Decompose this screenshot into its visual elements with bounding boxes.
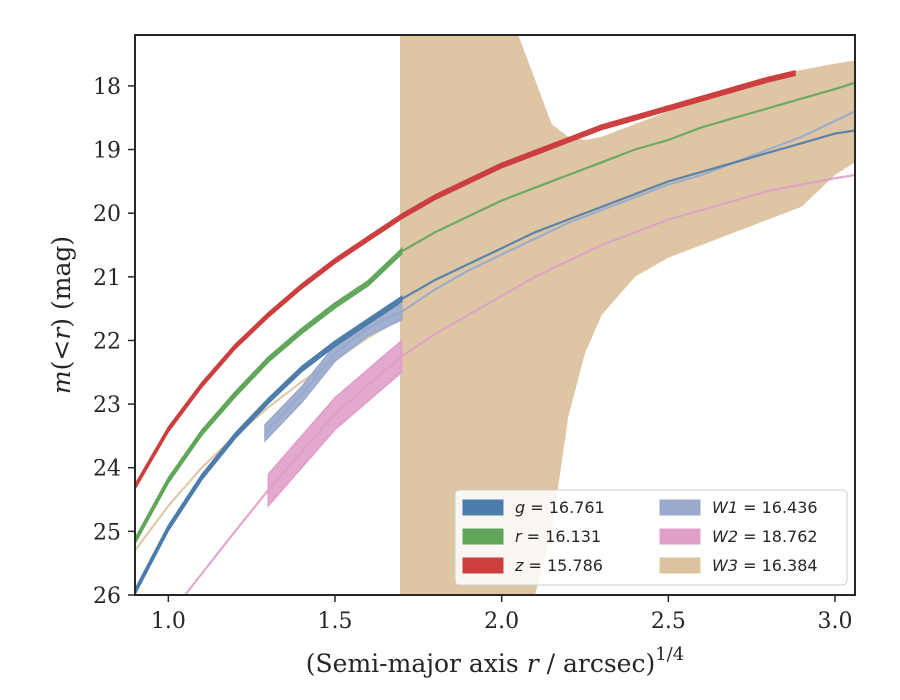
series-g [135,129,855,595]
legend-label-w1: W1 = 16.436 [712,498,818,517]
series-layer [135,35,855,595]
x-tick-label: 1.5 [318,609,353,634]
legend-label-z: z = 15.786 [514,556,603,575]
x-axis-label: (Semi-major axis r / arcsec)1/4 [306,644,684,678]
plot-frame [134,34,856,596]
legend-label-w2: W2 = 18.762 [712,527,818,546]
y-tick-label: 22 [93,329,121,354]
legend-swatch-g [462,499,504,516]
y-tick-label: 19 [93,139,121,164]
series-w3-line [135,116,855,552]
series-g-band [135,295,403,595]
series-z [135,70,796,491]
x-tick-label: 2.0 [484,609,519,634]
legend-swatch-w1 [659,499,701,516]
series-w1-band [264,302,403,443]
x-tick-label: 1.0 [151,609,186,634]
legend-label-g: g = 16.761 [515,498,605,517]
legend-swatch-z [462,557,504,574]
x-tick-label: 3.0 [818,609,853,634]
legend-box [454,489,848,586]
ticks-layer: 1.0 1.5 2.0 2.5 3.0 18 19 20 21 22 23 24 25 26 [93,75,853,634]
y-axis-label: m(<r) (mag) [47,236,76,394]
y-tick-label: 20 [93,202,121,227]
series-w3 [135,35,855,595]
y-tick-label: 23 [93,393,121,418]
series-w2 [184,173,855,595]
legend-label-w3: W3 = 16.384 [712,556,818,575]
series-z-band [135,70,796,491]
legend-swatch-r [462,528,504,545]
series-r-band [135,247,403,544]
legend-label-r: r = 16.131 [515,527,601,546]
legend-swatch-w2 [659,528,701,545]
y-tick-label: 21 [93,266,121,291]
y-tick-label: 18 [93,75,121,100]
series-w3-envelope [400,35,855,595]
y-tick-label: 25 [93,520,121,545]
series-w2-band [267,338,403,508]
series-r [135,81,855,544]
legend: g = 16.761 r = 16.131 z = 15.786 W1 = 16.43… [454,489,848,586]
legend-swatch-w3 [659,557,701,574]
x-tick-label: 2.5 [651,609,686,634]
y-tick-label: 26 [93,584,121,609]
series-w1 [264,110,855,443]
y-tick-label: 24 [93,457,121,482]
